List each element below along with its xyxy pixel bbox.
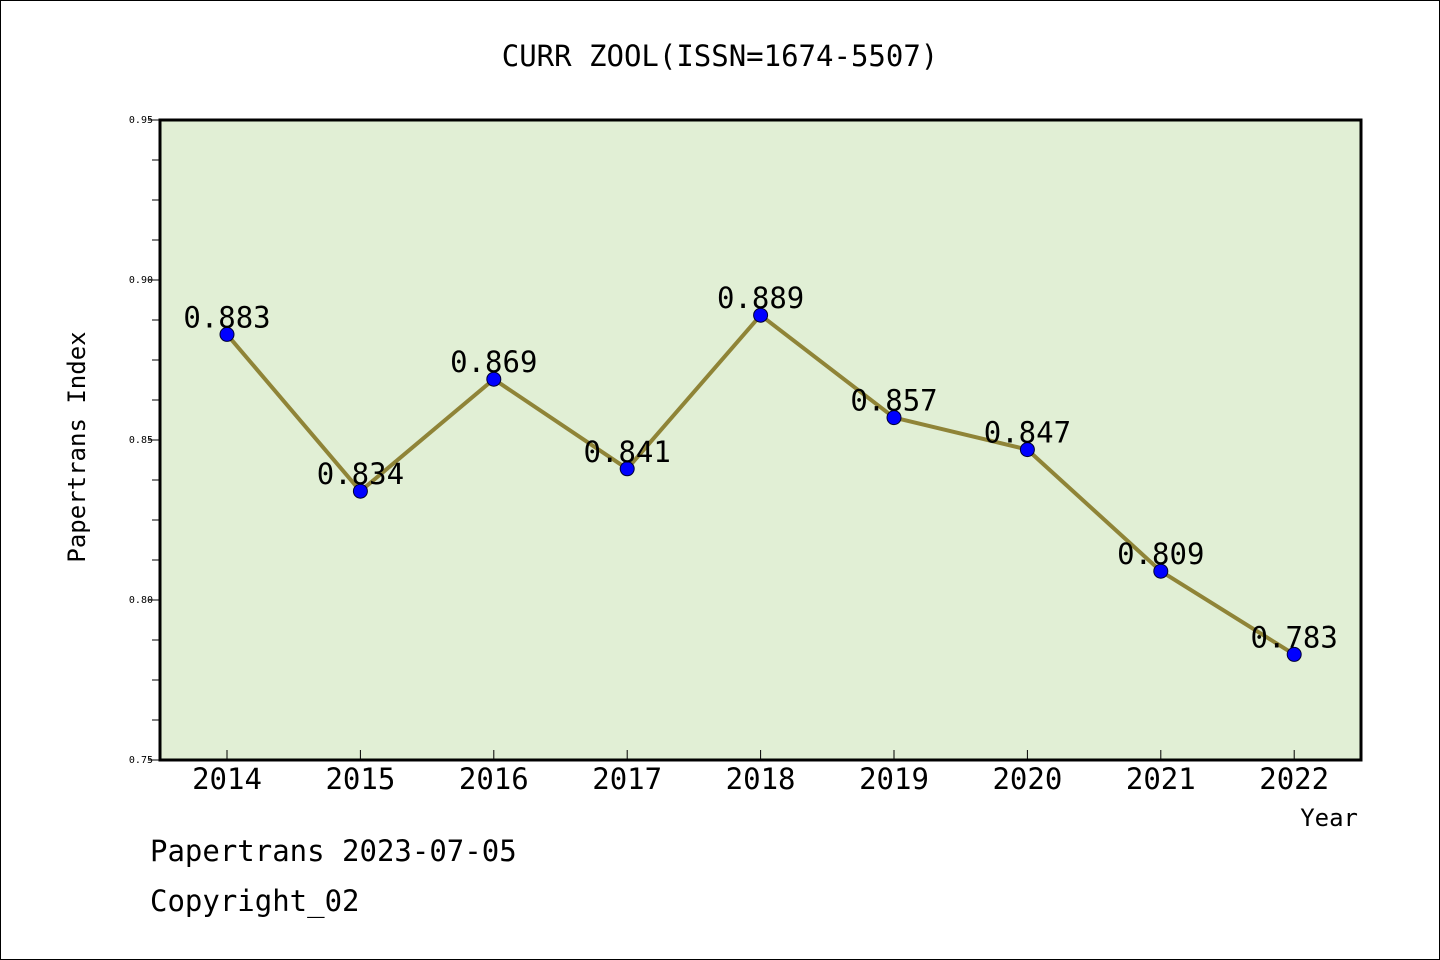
- y-tick-label: 0.90: [129, 275, 153, 286]
- data-point: [486, 371, 502, 387]
- y-tick-label: 0.75: [129, 755, 153, 766]
- data-label: 0.857: [850, 384, 937, 418]
- y-axis: 0.75 0.80 0.85 0.90 0.95: [129, 115, 160, 766]
- x-tick-label: 2021: [1126, 762, 1196, 796]
- x-axis-label: Year: [1300, 804, 1358, 832]
- data-point: [1286, 646, 1302, 662]
- x-tick-label: 2022: [1259, 762, 1329, 796]
- footer-copyright: Copyright_02: [150, 884, 360, 918]
- data-label: 0.834: [317, 457, 404, 491]
- data-point: [1153, 563, 1169, 579]
- chart-title: CURR ZOOL(ISSN=1674-5507): [502, 39, 939, 73]
- x-tick-label: 2018: [726, 762, 796, 796]
- data-label: 0.869: [450, 345, 537, 379]
- x-tick-label: 2014: [192, 762, 262, 796]
- data-label: 0.783: [1251, 620, 1338, 654]
- data-point: [219, 326, 235, 342]
- data-label: 0.809: [1117, 537, 1204, 571]
- y-tick-label: 0.95: [129, 115, 153, 126]
- data-label: 0.883: [183, 300, 270, 334]
- y-tick-label: 0.80: [129, 595, 153, 606]
- data-point: [619, 461, 635, 477]
- x-axis: 2014 2015 2016 2017 2018 2019 2020 2021 2022: [192, 750, 1329, 796]
- data-point: [1019, 442, 1035, 458]
- y-tick-label: 0.85: [129, 435, 153, 446]
- footer-date: Papertrans 2023-07-05: [150, 834, 517, 868]
- data-point: [886, 410, 902, 426]
- x-tick-label: 2016: [459, 762, 529, 796]
- series-group: 0.883 0.834 0.869 0.841 0.889 0.857 0.847 0.809…: [183, 281, 1338, 662]
- data-point: [352, 483, 368, 499]
- plot-area: [158, 118, 1363, 762]
- y-axis-label: Papertrans Index: [63, 331, 91, 562]
- x-tick-label: 2019: [859, 762, 929, 796]
- x-tick-label: 2015: [325, 762, 395, 796]
- data-point: [753, 307, 769, 323]
- data-label: 0.847: [984, 416, 1071, 450]
- data-label: 0.889: [717, 281, 804, 315]
- data-label: 0.841: [584, 435, 671, 469]
- x-tick-label: 2020: [992, 762, 1062, 796]
- x-tick-label: 2017: [592, 762, 662, 796]
